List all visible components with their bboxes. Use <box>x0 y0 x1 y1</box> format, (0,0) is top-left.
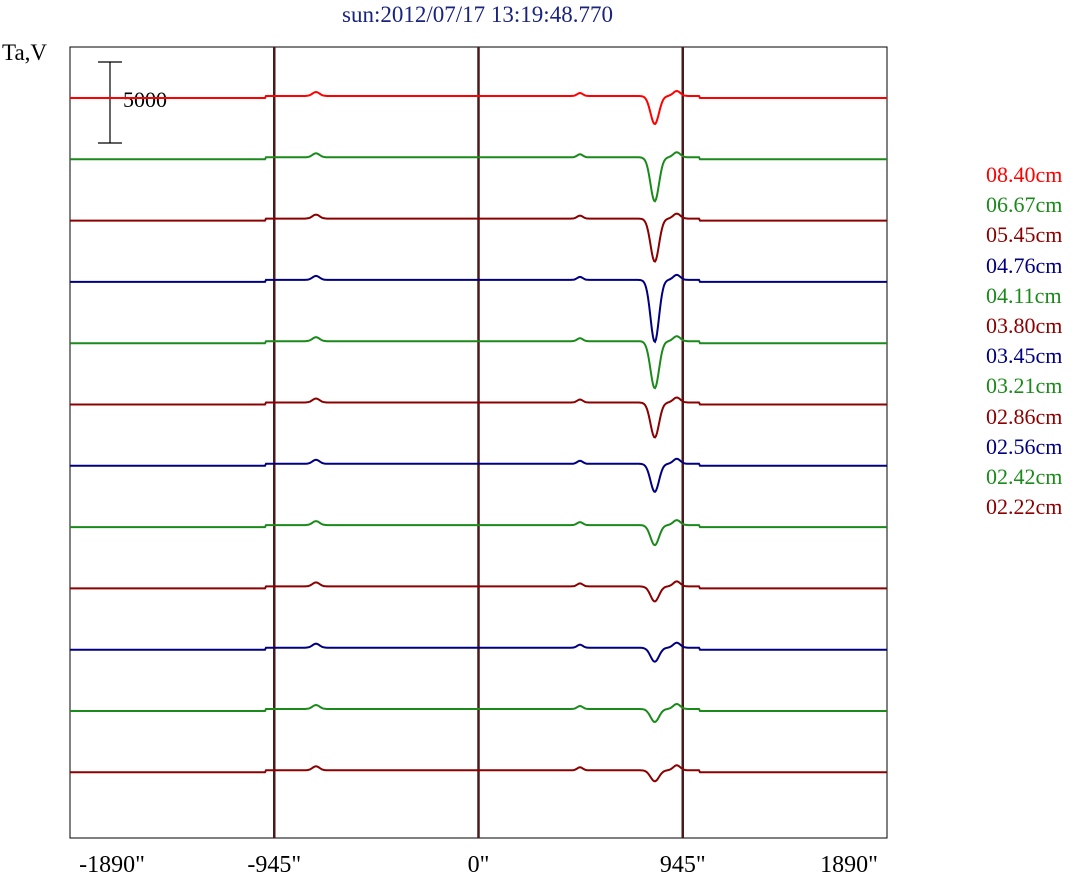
legend-item: 04.11cm <box>986 282 1062 308</box>
scale-bar-label: 5000 <box>123 87 167 112</box>
series-line-02.22cm <box>70 764 887 783</box>
legend-item: 02.22cm <box>986 494 1063 520</box>
series-line-02.86cm <box>70 580 887 603</box>
series-line-03.80cm <box>70 396 887 439</box>
series-line-04.11cm <box>70 335 887 390</box>
series-line-03.21cm <box>70 519 887 547</box>
x-tick-label: 945" <box>659 852 706 878</box>
series-line-02.56cm <box>70 641 887 663</box>
legend-item: 04.76cm <box>986 252 1063 278</box>
legend-item: 08.40cm <box>986 162 1063 187</box>
legend: 08.40cm 06.67cm 05.45cm 04.76cm 04.11cm 03.80… <box>986 160 1062 522</box>
y-axis-label: Ta,V <box>2 40 48 65</box>
series-line-08.40cm <box>70 89 887 126</box>
legend-item: 03.45cm <box>986 343 1063 369</box>
series-line-06.67cm <box>70 151 887 203</box>
series-line-03.45cm <box>70 457 887 493</box>
legend-item: 03.80cm <box>986 313 1063 339</box>
x-tick-label: -1890" <box>79 852 145 878</box>
legend-item: 02.42cm <box>986 464 1063 490</box>
legend-item: 06.67cm <box>986 192 1063 218</box>
scale-bar <box>98 61 122 144</box>
legend-item: 03.21cm <box>986 373 1063 399</box>
legend-item: 05.45cm <box>986 222 1063 248</box>
x-tick-label: -945" <box>247 852 302 878</box>
chart-title: sun:2012/07/17 13:19:48.770 <box>342 2 613 27</box>
x-tick-label: 0" <box>467 852 490 878</box>
series-line-04.76cm <box>70 273 887 344</box>
x-tick-label: 1890" <box>820 852 878 878</box>
legend-item: 02.56cm <box>986 433 1063 459</box>
series-line-02.42cm <box>70 702 887 724</box>
legend-item: 02.86cm <box>986 403 1063 429</box>
series-line-05.45cm <box>70 212 887 263</box>
